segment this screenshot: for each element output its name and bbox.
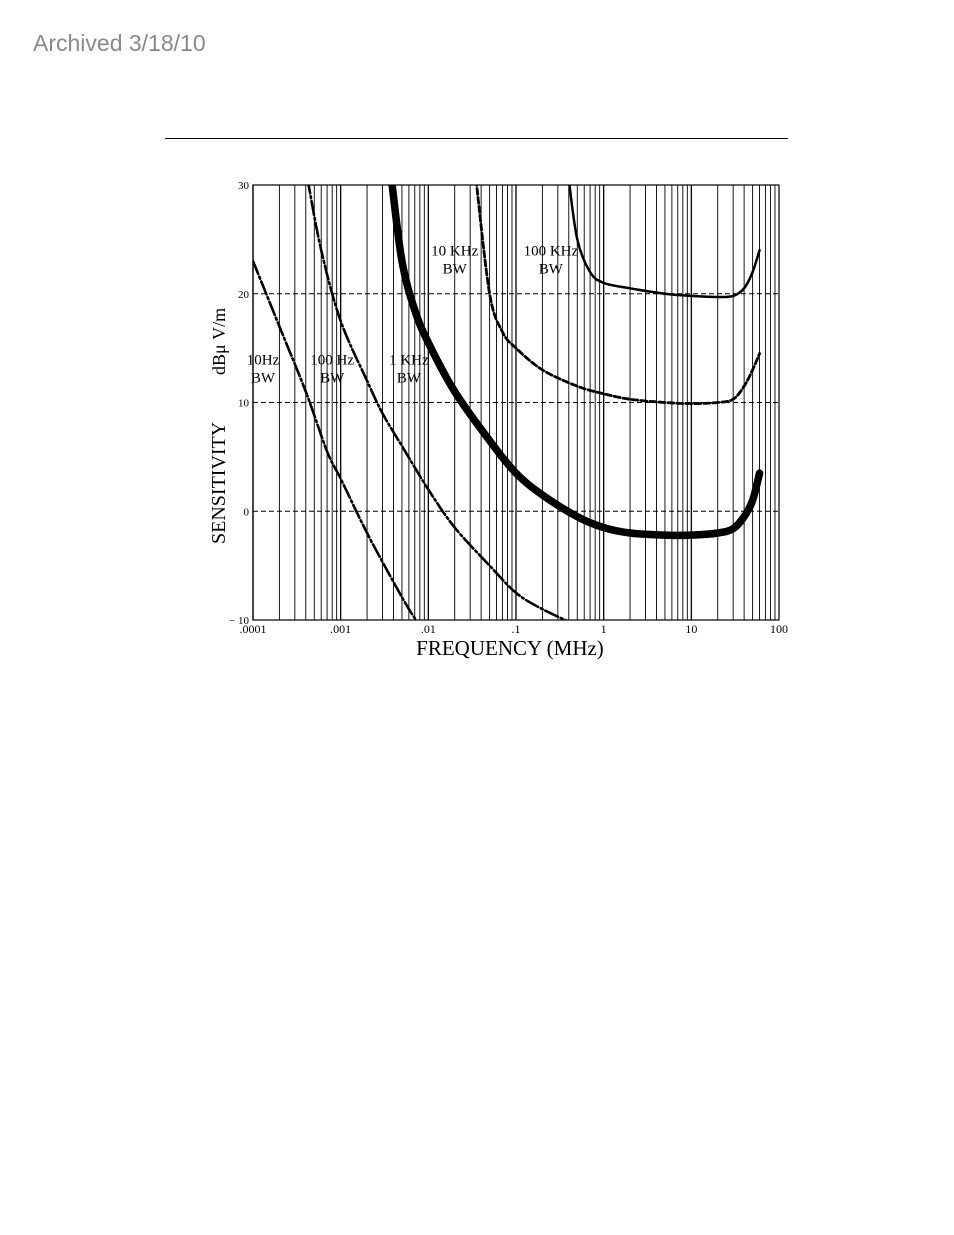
x-tick-label: 100 (770, 622, 788, 636)
curve-label-bw: BW (320, 370, 345, 386)
grid (252, 185, 779, 620)
y-tick-label: 10 (238, 398, 250, 410)
y-axis-label: SENSITIVITY (208, 422, 230, 544)
series-line (568, 185, 761, 299)
x-tick-label: .0001 (240, 622, 267, 636)
curve-label-name: 10 KHz (431, 244, 478, 260)
y-tick-label: 0 (244, 506, 250, 518)
x-tick-label: 1 (601, 622, 607, 636)
curve-label-bw: BW (397, 370, 422, 386)
curve-label-name: 100 Hz (310, 352, 354, 368)
curve-label-bw: BW (443, 262, 468, 278)
curve-label-bw: BW (539, 262, 564, 278)
curves (253, 185, 764, 620)
y-axis-unit: dBμ V/m (209, 308, 229, 375)
curve-label-name: 1 KHz (389, 352, 429, 368)
x-tick-label: 10 (685, 622, 697, 636)
x-axis-label: FREQUENCY (MHz) (416, 636, 604, 660)
y-tick-label: 30 (238, 180, 250, 192)
header-rule (165, 138, 788, 139)
curve-label-name: 10Hz (247, 352, 280, 368)
x-tick-label: .01 (421, 622, 436, 636)
archived-stamp: Archived 3/18/10 (33, 30, 206, 56)
series-line (475, 185, 761, 405)
series-line (307, 185, 569, 620)
plot-frame (252, 184, 780, 621)
y-tick-label: 20 (238, 289, 250, 301)
x-tick-labels: .0001 .001 .01 .1 1 10 100 (240, 622, 789, 636)
series-line (388, 185, 764, 540)
series-line (253, 259, 418, 620)
curve-label-bw: BW (251, 370, 276, 386)
curve-label-name: 100 KHz (524, 244, 579, 260)
x-tick-label: .1 (512, 622, 521, 636)
x-tick-label: .001 (330, 622, 351, 636)
curve-labels: 10Hz BW 100 Hz BW 1 KHz BW 10 KHz BW 100 KHz BW (247, 244, 579, 387)
y-tick-labels: 30 20 10 0 − 10 (229, 180, 249, 627)
y-tick-label: − 10 (229, 615, 249, 627)
